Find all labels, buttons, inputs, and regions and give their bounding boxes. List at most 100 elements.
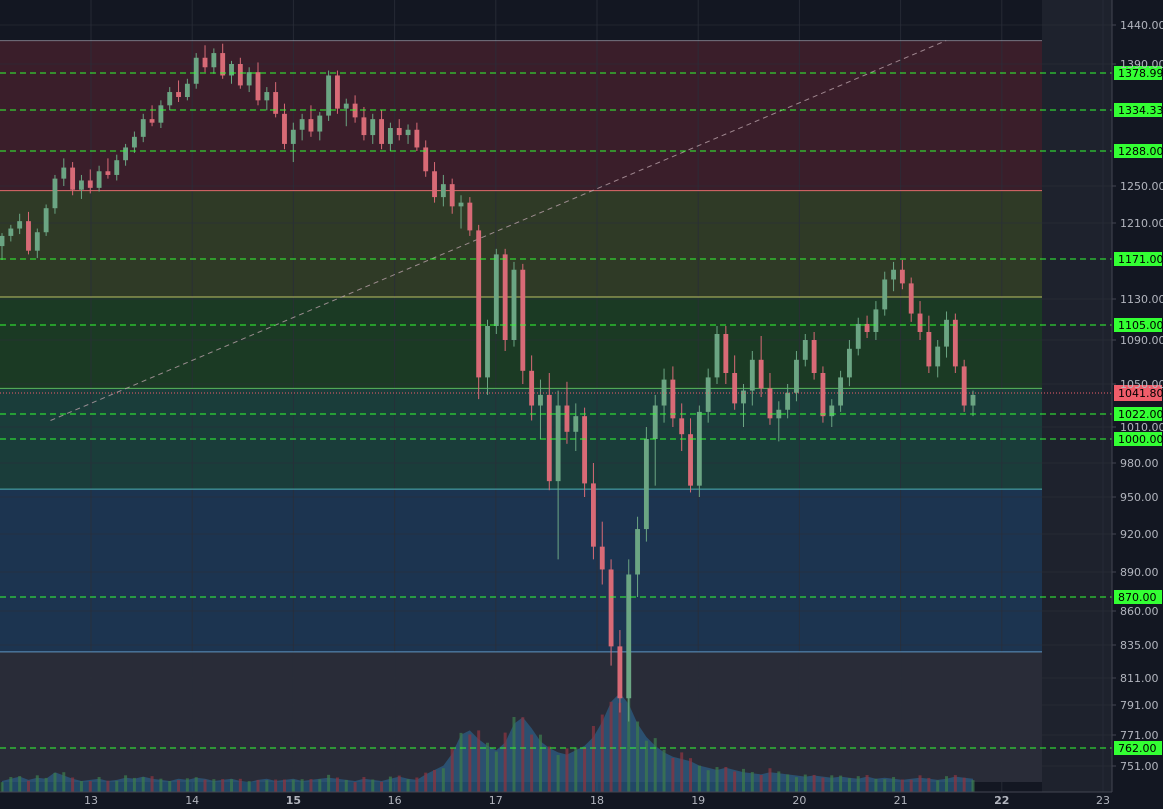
candle-body: [246, 72, 252, 86]
volume-bar: [724, 766, 728, 792]
price-level-tag[interactable]: [1114, 144, 1162, 158]
volume-bar: [185, 778, 189, 792]
time-axis[interactable]: 13 14 15 16 17 18 19 20 21 22 23: [0, 791, 1112, 807]
time-tick-label: 23: [1096, 794, 1110, 807]
volume-bar: [388, 776, 392, 792]
future-region: [1042, 0, 1112, 792]
candle-body: [679, 418, 685, 435]
volume-bar: [521, 717, 525, 792]
candle-body: [432, 171, 437, 198]
candle-body: [670, 379, 676, 419]
candle-body: [961, 366, 967, 406]
candle-body: [123, 147, 129, 161]
volume-bar: [565, 748, 569, 792]
candle-body: [343, 103, 349, 109]
volume-bar: [203, 779, 207, 792]
candle-body: [529, 370, 535, 406]
volume-bar: [230, 779, 234, 792]
volume-bar: [591, 726, 595, 792]
volume-bar: [450, 748, 454, 792]
candle-body: [387, 127, 393, 144]
volume-bar: [415, 777, 419, 792]
candle-body: [34, 232, 40, 251]
candle-body: [785, 392, 791, 410]
price-level-tag[interactable]: [1114, 741, 1162, 755]
candle-body: [237, 64, 243, 86]
candle-body: [335, 75, 340, 109]
candle-body: [26, 221, 31, 251]
volume-bar: [177, 780, 181, 792]
price-level-tag[interactable]: [1114, 318, 1162, 332]
price-level-tag[interactable]: [1114, 103, 1162, 117]
price-level-label: 1171.00: [1118, 253, 1163, 266]
candle-body: [70, 167, 76, 190]
volume-bar: [689, 758, 693, 792]
volume-bar: [221, 779, 225, 792]
price-level-tag[interactable]: [1114, 590, 1162, 604]
candle-body: [882, 279, 888, 310]
volume-bar: [839, 775, 843, 792]
trendline[interactable]: [50, 40, 947, 421]
candles: [0, 43, 976, 722]
candle-body: [714, 334, 720, 378]
volume-bar: [406, 779, 410, 792]
time-tick-label: 18: [590, 794, 604, 807]
price-levels[interactable]: 1378.99 1334.33 1288.00 1171.00 1105.00 1022.…: [0, 66, 1163, 755]
candle-body: [502, 254, 508, 340]
candle-body: [264, 92, 270, 101]
volume-bar: [662, 749, 666, 792]
price-level-tag[interactable]: [1114, 432, 1162, 446]
volume-bar: [847, 778, 851, 792]
candle-body: [202, 57, 208, 68]
volume-bar: [883, 779, 887, 792]
candle-body: [440, 184, 446, 198]
candle-body: [794, 359, 799, 393]
price-level-tag[interactable]: [1114, 252, 1162, 266]
candle-body: [935, 346, 941, 367]
volume-area: [0, 692, 975, 792]
candle-body: [79, 180, 84, 190]
price-tick-label: 980.00: [1120, 457, 1159, 470]
volume-bar: [309, 779, 313, 792]
price-axis[interactable]: 1440.00 1390.00 1250.00 1210.00 1130.00 1090.…: [1111, 0, 1163, 792]
price-level-tag[interactable]: [1114, 407, 1162, 421]
candle-body: [705, 377, 711, 412]
time-tick-label: 13: [84, 794, 98, 807]
candle-body: [643, 439, 649, 530]
price-tick-label: 1090.00: [1120, 334, 1163, 347]
grid: [0, 0, 1112, 792]
volume-bar: [494, 751, 498, 792]
time-tick-label: 15: [286, 794, 301, 807]
candle-body: [952, 319, 958, 367]
price-level-tag[interactable]: [1114, 66, 1162, 80]
candle-body: [520, 269, 526, 371]
price-tick-label: 1010.00: [1120, 421, 1163, 434]
current-price-line: 1041.80: [0, 385, 1163, 401]
volume-bar: [759, 774, 763, 792]
volume-bar: [318, 779, 322, 792]
volume-bar: [750, 772, 754, 792]
candle-body: [193, 57, 199, 84]
volume-bar: [53, 772, 57, 792]
price-level-label: 1288.00: [1118, 145, 1163, 158]
candle-body: [308, 119, 314, 132]
candle-body: [184, 83, 190, 98]
candle-body: [864, 323, 870, 332]
price-level-label: 1105.00: [1118, 319, 1163, 332]
volume-bar: [141, 777, 145, 792]
candle-body: [626, 574, 632, 699]
volume-bar: [777, 771, 781, 792]
candle-body: [414, 129, 420, 148]
candle-body: [114, 160, 120, 175]
price-tick-label: 1250.00: [1120, 180, 1163, 193]
candle-body: [776, 409, 782, 419]
time-tick-label: 22: [994, 794, 1009, 807]
candle-body: [511, 269, 517, 340]
volume-bar: [150, 776, 154, 792]
diagonal-trendline[interactable]: [50, 40, 947, 421]
volume-bar: [62, 772, 66, 792]
volume-bar: [556, 755, 560, 792]
candle-body: [167, 92, 173, 106]
